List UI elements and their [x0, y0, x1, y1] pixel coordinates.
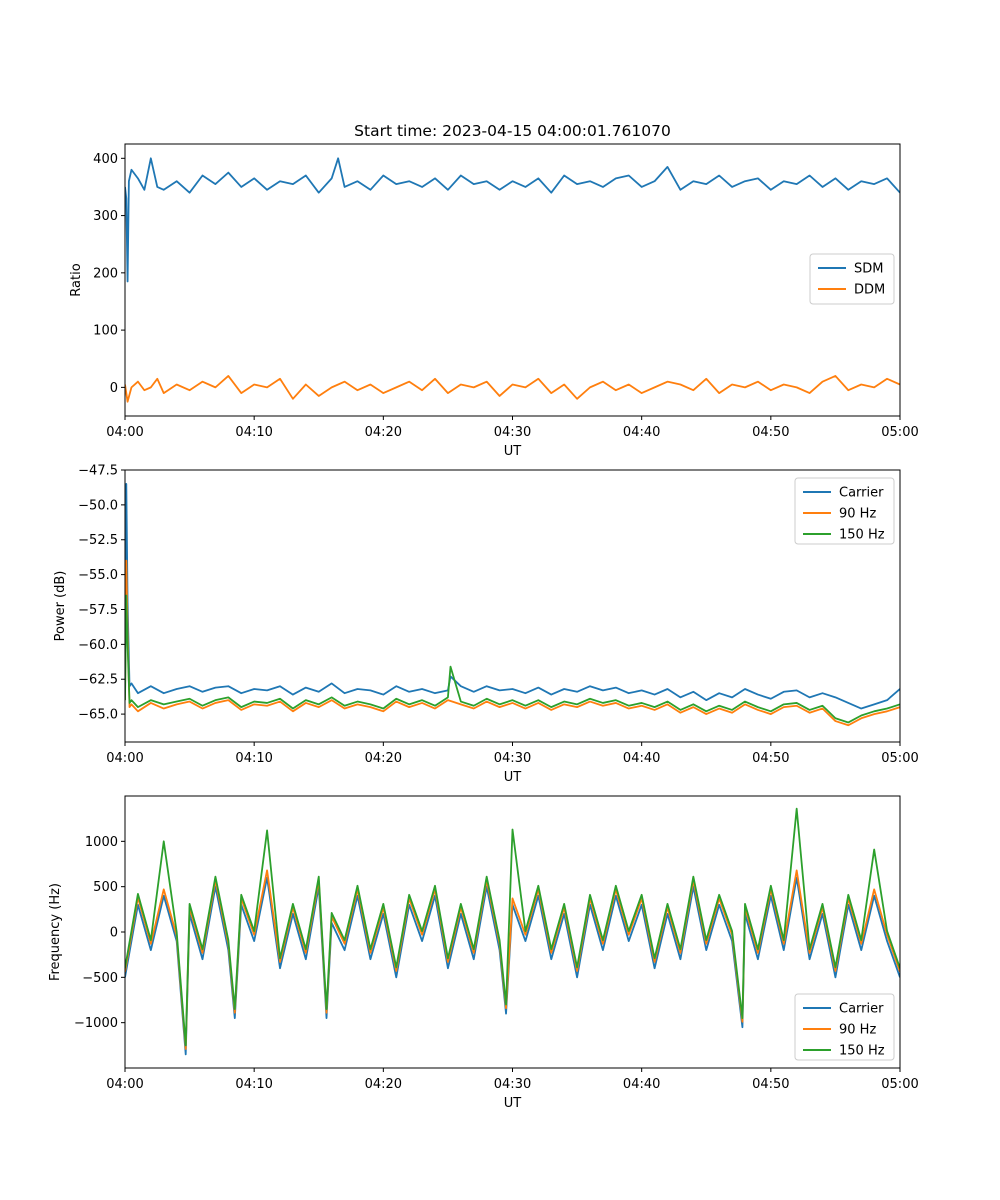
y-tick-label: 200	[93, 266, 118, 281]
series-line-150-hz	[125, 807, 900, 1047]
y-tick-label: −60.0	[78, 638, 118, 653]
legend-box	[809, 253, 895, 305]
x-tick-label: 04:50	[752, 751, 789, 766]
x-tick-label: 04:40	[623, 425, 660, 440]
y-tick-label: −55.0	[78, 568, 118, 583]
legend-entry: DDM	[854, 283, 885, 298]
legend-entry: 150 Hz	[839, 528, 885, 543]
panel-frequency: 04:00 04:10 04:20 04:30 04:40 04:50 05:00 −1000…	[48, 795, 919, 1111]
x-tick-label: 04:00	[106, 751, 143, 766]
y-tick-label: −65.0	[78, 708, 118, 723]
legend-box	[794, 993, 895, 1061]
x-axis-label: UT	[504, 770, 522, 785]
y-tick-label: 400	[93, 152, 118, 167]
legend-entry: 90 Hz	[839, 507, 876, 522]
y-tick-label: −1000	[74, 1016, 118, 1031]
panel-power: 04:00 04:10 04:20 04:30 04:40 04:50 05:00 −65.0…	[53, 464, 919, 786]
x-tick-label: 04:10	[235, 425, 272, 440]
legend-entry: SDM	[854, 262, 883, 277]
y-tick-label: −62.5	[78, 673, 118, 688]
chart-title: Start time: 2023-04-15 04:00:01.761070	[354, 122, 671, 140]
y-axis-label: Frequency (Hz)	[48, 883, 63, 981]
y-tick-label: 300	[93, 209, 118, 224]
x-tick-label: 04:00	[106, 425, 143, 440]
x-tick-label: 04:50	[752, 425, 789, 440]
x-tick-label: 04:30	[494, 425, 531, 440]
legend-box	[794, 477, 895, 545]
x-tick-label: 04:10	[235, 751, 272, 766]
series-line-90-hz	[125, 559, 900, 727]
y-tick-label: 100	[93, 324, 118, 339]
y-tick-label: −57.5	[78, 603, 118, 618]
x-tick-label: 05:00	[881, 425, 918, 440]
y-tick-label: 0	[110, 381, 118, 396]
x-tick-label: 04:00	[106, 1077, 143, 1092]
series-line-sdm	[125, 157, 900, 283]
y-tick-label: 0	[110, 926, 118, 941]
y-tick-label: 500	[93, 880, 118, 895]
x-tick-label: 04:30	[494, 751, 531, 766]
x-tick-label: 04:10	[235, 1077, 272, 1092]
y-tick-label: 1000	[85, 835, 118, 850]
series-line-carrier	[125, 483, 900, 710]
x-tick-label: 05:00	[881, 751, 918, 766]
x-axis-label: UT	[504, 444, 522, 459]
y-tick-label: −500	[82, 971, 118, 986]
legend: Carrier 90 Hz 150 Hz	[794, 477, 895, 545]
panel-ratio: 04:00 04:10 04:20 04:30 04:40 04:50 05:00 0 100 2…	[69, 143, 919, 459]
legend: Carrier 90 Hz 150 Hz	[794, 993, 895, 1061]
y-tick-label: −50.0	[78, 498, 118, 513]
legend: SDM DDM	[809, 253, 895, 305]
y-tick-label: −52.5	[78, 533, 118, 548]
legend-entry: 150 Hz	[839, 1044, 885, 1059]
x-tick-label: 04:30	[494, 1077, 531, 1092]
x-tick-label: 04:50	[752, 1077, 789, 1092]
series-line-ddm	[125, 375, 900, 403]
y-axis-label: Ratio	[69, 263, 84, 296]
x-tick-label: 04:20	[365, 1077, 402, 1092]
y-tick-label: −47.5	[78, 464, 118, 479]
legend-entry: Carrier	[839, 1002, 884, 1017]
series-line-150-hz	[125, 594, 900, 724]
x-tick-label: 04:20	[365, 425, 402, 440]
legend-entry: Carrier	[839, 486, 884, 501]
x-tick-label: 04:40	[623, 751, 660, 766]
x-axis-label: UT	[504, 1096, 522, 1111]
legend-entry: 90 Hz	[839, 1023, 876, 1038]
x-tick-label: 04:20	[365, 751, 402, 766]
x-tick-label: 05:00	[881, 1077, 918, 1092]
x-tick-label: 04:40	[623, 1077, 660, 1092]
y-axis-label: Power (dB)	[53, 571, 68, 642]
